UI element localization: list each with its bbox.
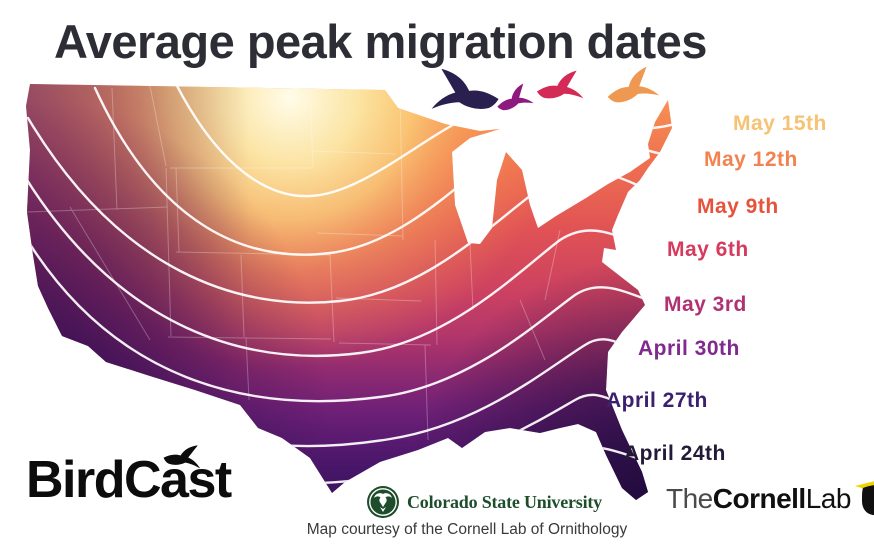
- cornell-the: The: [666, 483, 713, 514]
- swallow-icon: [536, 70, 584, 99]
- contour-label-april-27: April 27th: [606, 389, 708, 412]
- contour-label-may-9: May 9th: [697, 195, 779, 218]
- cornell-lab-logo: The Cornell Lab: [666, 481, 874, 516]
- state-borders: [26, 85, 561, 441]
- cornell-name: Cornell: [712, 483, 806, 514]
- tanager-icon: [603, 65, 660, 105]
- csu-ram-icon: [367, 486, 399, 518]
- contour-label-may-12: May 12th: [704, 148, 798, 171]
- contour-label-may-3: May 3rd: [664, 293, 747, 316]
- contour-label-april-30: April 30th: [638, 337, 740, 360]
- contour-label-may-6: May 6th: [667, 238, 749, 261]
- birdcast-logo: BirdCast: [26, 451, 232, 518]
- contour-label-april-24: April 24th: [624, 442, 726, 465]
- blackbird-icon: [431, 68, 499, 109]
- csu-logo: Colorado State University: [366, 485, 602, 519]
- birdcast-wordmark: BirdCast: [26, 451, 232, 509]
- birdcast-bird-icon: [162, 442, 208, 472]
- contour-label-may-15: May 15th: [733, 112, 827, 135]
- page-title: Average peak migration dates: [54, 15, 707, 68]
- cornell-lab: Lab: [805, 483, 852, 514]
- songbird-icon: [493, 82, 534, 112]
- csu-wordmark: Colorado State University: [407, 491, 602, 512]
- courtesy-caption: Map courtesy of the Cornell Lab of Ornit…: [306, 521, 628, 538]
- cornell-sapsucker-icon: [854, 481, 874, 516]
